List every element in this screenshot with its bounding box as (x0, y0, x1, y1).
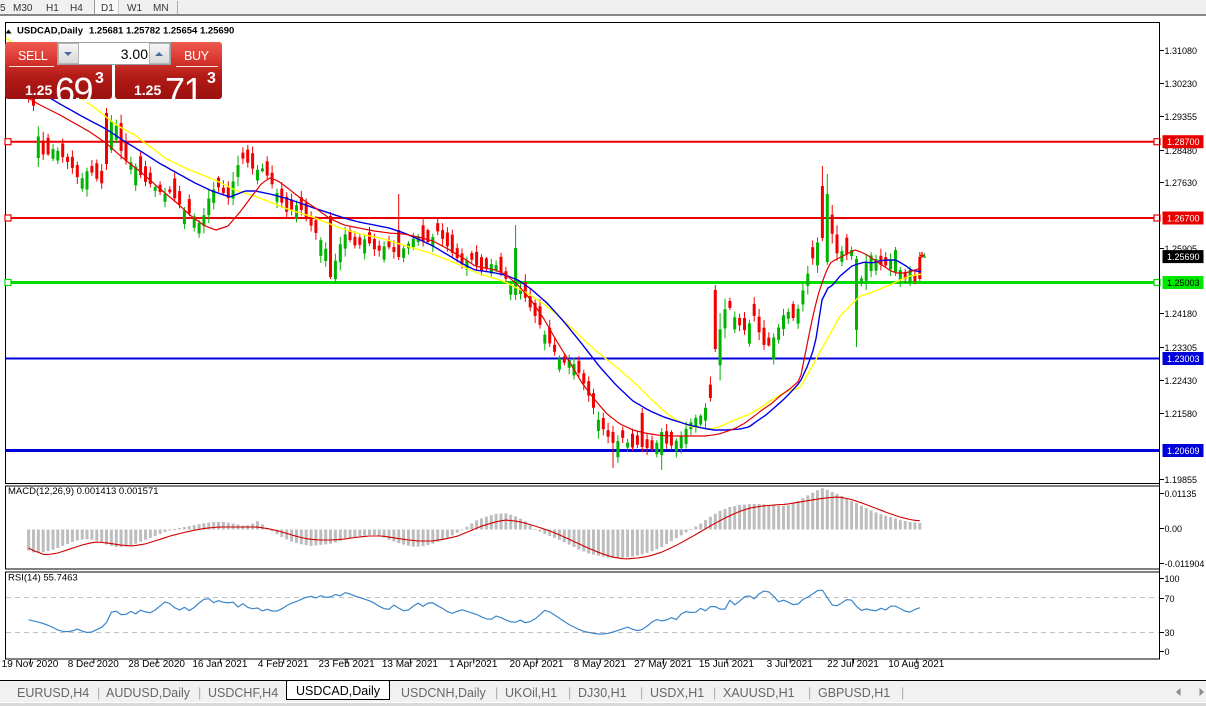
svg-text:22 Jul 2021: 22 Jul 2021 (827, 659, 879, 670)
svg-text:0.01135: 0.01135 (1165, 489, 1197, 499)
svg-text:1.22430: 1.22430 (1165, 376, 1198, 386)
svg-text:0: 0 (1165, 647, 1170, 657)
svg-text:1.26700: 1.26700 (1167, 214, 1200, 224)
svg-text:1.29355: 1.29355 (1165, 112, 1198, 122)
svg-text:1.28480: 1.28480 (1165, 146, 1198, 156)
svg-text:100: 100 (1165, 574, 1180, 584)
svg-text:1.25003: 1.25003 (1167, 278, 1200, 288)
svg-text:USDCAD,Daily: USDCAD,Daily (17, 26, 84, 37)
svg-text:1.28700: 1.28700 (1167, 137, 1200, 147)
svg-text:8 Dec 2020: 8 Dec 2020 (68, 659, 120, 670)
svg-text:1 Apr 2021: 1 Apr 2021 (449, 659, 498, 670)
svg-text:1.20609: 1.20609 (1167, 446, 1200, 456)
svg-text:1.31080: 1.31080 (1165, 46, 1198, 56)
svg-text:-0.011904: -0.011904 (1165, 559, 1205, 569)
svg-text:MACD(12,26,9) 0.001413 0.00157: MACD(12,26,9) 0.001413 0.001571 (8, 486, 159, 497)
svg-text:1.30230: 1.30230 (1165, 79, 1198, 89)
svg-text:0.00: 0.00 (1165, 524, 1183, 534)
svg-text:27 May 2021: 27 May 2021 (634, 659, 692, 670)
svg-text:16 Jan 2021: 16 Jan 2021 (192, 659, 247, 670)
svg-text:RSI(14) 55.7463: RSI(14) 55.7463 (8, 573, 78, 584)
svg-text:15 Jun 2021: 15 Jun 2021 (699, 659, 754, 670)
svg-text:8 May 2021: 8 May 2021 (574, 659, 627, 670)
svg-text:30: 30 (1165, 628, 1175, 638)
svg-text:1.25690: 1.25690 (1167, 252, 1200, 262)
svg-text:3 Jul 2021: 3 Jul 2021 (767, 659, 814, 670)
svg-text:4 Feb 2021: 4 Feb 2021 (258, 659, 309, 670)
svg-text:23 Feb 2021: 23 Feb 2021 (319, 659, 376, 670)
svg-text:1.27630: 1.27630 (1165, 178, 1198, 188)
svg-text:1.25681 1.25782 1.25654 1.2569: 1.25681 1.25782 1.25654 1.25690 (89, 26, 234, 37)
svg-text:1.19855: 1.19855 (1165, 475, 1198, 485)
svg-text:19 Nov 2020: 19 Nov 2020 (2, 659, 59, 670)
svg-text:1.23305: 1.23305 (1165, 343, 1198, 353)
svg-text:20 Apr 2021: 20 Apr 2021 (510, 659, 564, 670)
svg-text:13 Mar 2021: 13 Mar 2021 (382, 659, 439, 670)
svg-text:70: 70 (1165, 594, 1175, 604)
svg-text:1.21580: 1.21580 (1165, 409, 1198, 419)
svg-text:1.25905: 1.25905 (1165, 244, 1198, 254)
svg-text:28 Dec 2020: 28 Dec 2020 (128, 659, 185, 670)
svg-text:10 Aug 2021: 10 Aug 2021 (888, 659, 945, 670)
svg-text:1.23003: 1.23003 (1167, 354, 1200, 364)
svg-text:1.24180: 1.24180 (1165, 309, 1198, 319)
